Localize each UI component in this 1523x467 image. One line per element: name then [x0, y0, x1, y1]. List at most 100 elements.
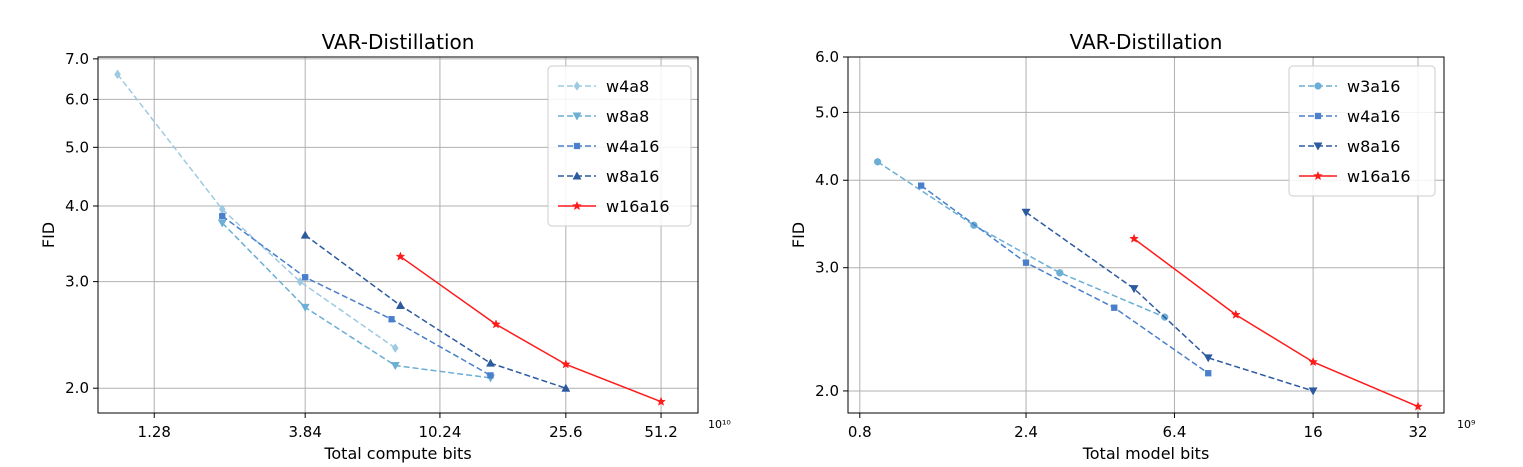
x-axis-label: Total compute bits [323, 444, 471, 463]
data-point [1203, 354, 1213, 363]
y-tick-label: 2.0 [65, 379, 89, 397]
legend-marker [573, 81, 581, 91]
data-point [1413, 401, 1423, 411]
x-tick-label: 2.4 [1014, 423, 1038, 441]
series-line [1133, 238, 1419, 408]
data-point [561, 383, 571, 392]
y-tick-label: 2.0 [815, 382, 839, 400]
data-point [302, 274, 309, 281]
y-tick-label: 4.0 [65, 197, 89, 215]
y-tick-label: 5.0 [815, 103, 839, 121]
y-tick-label: 5.0 [65, 138, 89, 156]
series-line [221, 215, 491, 377]
data-point [388, 316, 395, 323]
series-line [877, 161, 1165, 318]
data-point [1308, 356, 1318, 367]
legend-marker [572, 171, 582, 180]
chart-panel-2: 0.8 2.4 6.4 16 32 2.0 3.0 4.0 5.0 6.0 10⁹ VAR-Disti… [789, 30, 1475, 463]
data-point [300, 230, 310, 239]
legend-box [1288, 65, 1436, 197]
y-axis-label: FID [39, 222, 58, 248]
x-tick-label: 51.2 [644, 423, 677, 441]
data-point [656, 396, 666, 406]
x-tick-label: 1.28 [138, 423, 171, 441]
legend-label: w4a16 [606, 137, 659, 156]
plot-frame [97, 56, 699, 414]
legend-label: w8a8 [606, 107, 649, 126]
y-tick-label: 6.0 [815, 48, 839, 66]
legend-item: w3a16 [1299, 77, 1400, 96]
x-axis-multiplier: 10¹⁰ [708, 418, 731, 431]
legend-item: w4a8 [558, 77, 649, 96]
series-line [221, 222, 491, 379]
data-point [1021, 208, 1031, 217]
series-w4a16 [219, 212, 494, 379]
data-point [1111, 304, 1118, 311]
series-w8a16 [1021, 208, 1318, 396]
data-point [114, 69, 121, 80]
data-point [1308, 387, 1318, 396]
legend-label: w16a16 [606, 197, 670, 216]
x-tick-label: 32 [1408, 423, 1427, 441]
data-point [918, 182, 925, 189]
data-point [1022, 259, 1030, 266]
data-point [391, 343, 399, 353]
data-point [487, 372, 494, 379]
legend-item: w8a16 [558, 167, 659, 186]
series-line [304, 234, 567, 389]
legend-marker [1314, 82, 1322, 90]
legend-item: w4a16 [1299, 107, 1400, 126]
data-point [1129, 233, 1139, 243]
y-tick-label: 7.0 [65, 50, 89, 68]
legend-label: w4a16 [1347, 107, 1400, 126]
plot-frame [847, 56, 1445, 414]
legend-marker [1313, 170, 1323, 181]
series-w16a16 [395, 251, 666, 406]
legend: w4a8 w8a8 w4a16 w8a16 w16a16 [547, 65, 692, 227]
data-point [395, 251, 406, 261]
legend: w3a16 w4a16 w8a16 w16a16 [1288, 65, 1436, 197]
y-axis: 2.0 3.0 4.0 5.0 6.0 [815, 48, 848, 400]
legend-label: w8a16 [1347, 137, 1400, 156]
series-line [399, 255, 662, 403]
chart-panel-1: 1.28 3.84 10.24 25.6 51.2 2.0 3.0 4.0 5.0 6.0 7.0 1… [39, 30, 731, 463]
x-tick-label: 0.8 [848, 423, 872, 441]
data-point [873, 158, 882, 166]
chart-title: VAR-Distillation [1070, 30, 1223, 54]
y-tick-label: 3.0 [65, 273, 89, 291]
series-w4a8 [114, 69, 399, 353]
series-line [1025, 211, 1314, 392]
x-axis-label: Total model bits [1082, 444, 1210, 463]
y-tick-label: 3.0 [815, 259, 839, 277]
data-point [1230, 309, 1241, 319]
series-w4a16 [918, 182, 1212, 377]
x-axis-multiplier: 10⁹ [1457, 418, 1475, 431]
y-axis-label: FID [789, 222, 808, 248]
x-tick-label: 25.6 [549, 423, 582, 441]
legend-marker [572, 112, 582, 121]
data-point [1056, 269, 1064, 277]
y-tick-label: 6.0 [65, 90, 89, 108]
legend-marker [1314, 112, 1322, 120]
gridlines [848, 56, 1444, 413]
legend-label: w8a16 [606, 167, 659, 186]
chart-title: VAR-Distillation [322, 30, 475, 54]
data-point [1205, 370, 1212, 377]
legend-label: w3a16 [1347, 77, 1400, 96]
x-tick-label: 16 [1304, 423, 1323, 441]
legend-item: w8a16 [1299, 137, 1400, 156]
y-axis: 2.0 3.0 4.0 5.0 6.0 7.0 [65, 50, 98, 397]
data-point [300, 303, 310, 312]
series-w16a16 [1129, 233, 1423, 411]
legend-item: w16a16 [1299, 167, 1411, 186]
legend-box [547, 65, 692, 227]
data-point [491, 319, 501, 329]
x-tick-label: 10.24 [418, 423, 461, 441]
x-axis: 0.8 2.4 6.4 16 32 [848, 413, 1428, 441]
x-tick-label: 6.4 [1163, 423, 1187, 441]
legend-item: w16a16 [558, 197, 670, 216]
series-line [920, 185, 1209, 374]
legend-label: w4a8 [606, 77, 649, 96]
data-point [219, 212, 226, 220]
